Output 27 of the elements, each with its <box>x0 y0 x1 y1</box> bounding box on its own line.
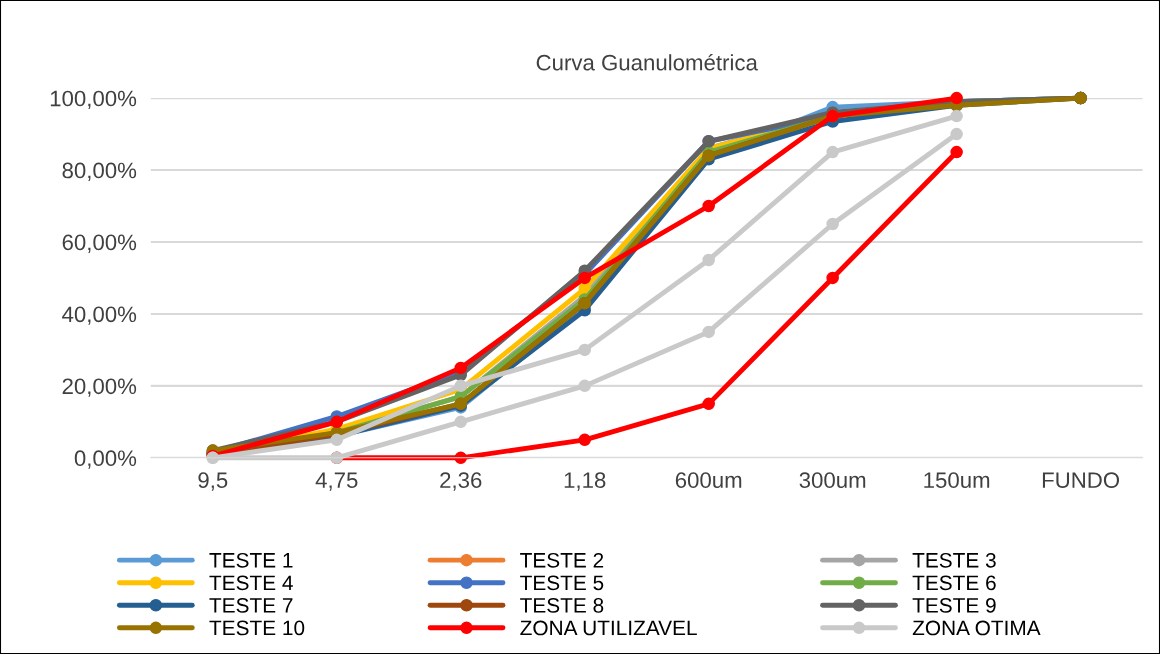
legend-label: TESTE 7 <box>209 598 293 613</box>
legend-label: TESTE 4 <box>209 575 293 591</box>
legend-label: TESTE 2 <box>520 552 604 568</box>
legend-label: ZONA UTILIZAVEL <box>520 620 697 636</box>
x-tick-label: 1,18 <box>564 472 606 491</box>
x-tick-label: 2,36 <box>440 472 482 491</box>
y-tick-label: 80,00% <box>62 162 137 181</box>
legend-label: ZONA OTIMA <box>912 620 1041 636</box>
x-tick-label: 4,75 <box>315 472 358 491</box>
x-tick-label: 9,5 <box>198 472 228 491</box>
y-tick-label: 60,00% <box>62 234 137 253</box>
x-tick-label: 600um <box>675 472 742 489</box>
legend-label: TESTE 5 <box>520 575 604 591</box>
legend-label: TESTE 6 <box>912 575 996 591</box>
legend-label: TESTE 10 <box>209 620 305 636</box>
y-tick-label: 40,00% <box>62 306 137 325</box>
chart-title: Curva Guanulométrica <box>536 53 758 71</box>
y-tick-label: 0,00% <box>74 450 137 469</box>
legend-label: TESTE 8 <box>520 598 604 613</box>
x-tick-label: 150um <box>924 472 990 489</box>
x-tick-label: FUNDO <box>1042 472 1120 489</box>
y-tick-label: 20,00% <box>62 378 137 397</box>
legend-label: TESTE 9 <box>912 598 996 613</box>
y-tick-label: 100,00% <box>50 90 137 109</box>
legend-label: TESTE 3 <box>912 552 996 568</box>
legend-label: TESTE 1 <box>209 552 293 568</box>
x-tick-label: 300um <box>799 472 866 489</box>
